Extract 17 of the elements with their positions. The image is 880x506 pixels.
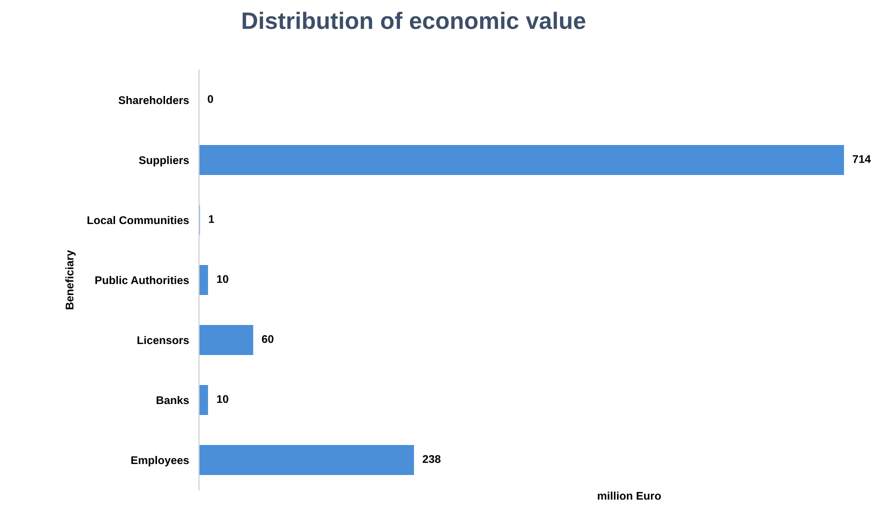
data-label: 0 [208,95,214,103]
data-label: 60 [262,335,274,343]
y-tick-label: Suppliers [138,156,189,166]
y-tick-label: Local Communities [88,216,189,224]
y-tick-label: Public Authorities [95,276,189,284]
data-label: 10 [217,275,228,283]
data-label: 238 [422,455,441,463]
data-label: 1 [208,215,214,223]
y-tick-label: Banks [156,396,189,404]
chart-title: Distribution of economic value [242,12,586,30]
y-axis-title: Beneficiary [65,250,76,310]
data-label: 714 [852,155,871,163]
x-axis-title: million Euro [598,492,661,500]
y-tick-label: Shareholders [118,96,189,104]
y-tick-label: Licensors [138,336,189,344]
y-tick-label: Employees [131,456,189,466]
data-label: 10 [217,395,228,403]
